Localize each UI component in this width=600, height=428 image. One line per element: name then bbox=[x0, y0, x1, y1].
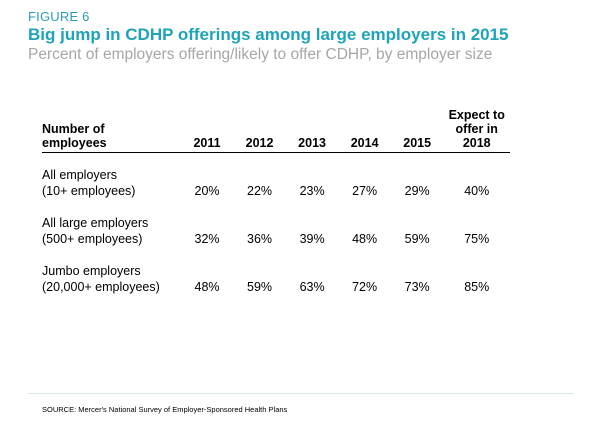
row-label-line2: (20,000+ employees) bbox=[42, 280, 160, 294]
table-row: (500+ employees) 32% 36% 39% 48% 59% 75% bbox=[42, 231, 510, 247]
source-note: SOURCE: Mercer's National Survey of Empl… bbox=[42, 405, 288, 414]
table-cell: 36% bbox=[247, 232, 273, 246]
table-cell: 73% bbox=[404, 280, 430, 294]
table-cell: 63% bbox=[299, 280, 325, 294]
chart-title: Big jump in CDHP offerings among large e… bbox=[28, 25, 509, 44]
table-cell: 20% bbox=[194, 184, 220, 198]
column-header: 2014 bbox=[338, 108, 391, 153]
row-label-line2: (10+ employees) bbox=[42, 184, 136, 198]
row-header-text: Number of employees bbox=[42, 122, 107, 150]
row-label-line2: (500+ employees) bbox=[42, 232, 143, 246]
column-header-expect: Expect to offer in 2018 bbox=[443, 108, 510, 153]
row-label-line1: All large employers bbox=[42, 216, 149, 230]
column-header: 2013 bbox=[285, 108, 339, 153]
column-header: 2011 bbox=[180, 108, 234, 153]
row-label-line1: All employers bbox=[42, 168, 118, 182]
table-cell: 22% bbox=[247, 184, 273, 198]
data-table: Number of employees 2011 2012 2013 2014 2… bbox=[42, 108, 510, 295]
table-cell: 39% bbox=[299, 232, 325, 246]
table-row: All employers bbox=[42, 167, 510, 183]
table-header-row: Number of employees 2011 2012 2013 2014 2… bbox=[42, 108, 510, 153]
column-header: 2015 bbox=[390, 108, 444, 153]
table-cell: 59% bbox=[247, 280, 273, 294]
table-cell: 32% bbox=[194, 232, 220, 246]
table-row: (20,000+ employees) 48% 59% 63% 72% 73% … bbox=[42, 279, 510, 295]
table-cell: 27% bbox=[352, 184, 378, 198]
table-cell: 75% bbox=[464, 232, 490, 246]
table-cell: 48% bbox=[352, 232, 378, 246]
figure-label: FIGURE 6 bbox=[28, 9, 90, 24]
footer-divider bbox=[28, 393, 574, 394]
column-header: 2012 bbox=[233, 108, 286, 153]
table-cell: 23% bbox=[299, 184, 325, 198]
row-label-line1: Jumbo employers bbox=[42, 264, 141, 278]
table-cell: 59% bbox=[404, 232, 430, 246]
table-row: Jumbo employers bbox=[42, 263, 510, 279]
table-row: All large employers bbox=[42, 215, 510, 231]
table-row: (10+ employees) 20% 22% 23% 27% 29% 40% bbox=[42, 183, 510, 199]
row-header: Number of employees bbox=[42, 108, 181, 153]
table-cell: 40% bbox=[464, 184, 490, 198]
table-cell: 85% bbox=[464, 280, 490, 294]
table-cell: 29% bbox=[404, 184, 430, 198]
table-cell: 72% bbox=[352, 280, 378, 294]
chart-subtitle: Percent of employers offering/likely to … bbox=[28, 46, 493, 63]
table-cell: 48% bbox=[194, 280, 220, 294]
